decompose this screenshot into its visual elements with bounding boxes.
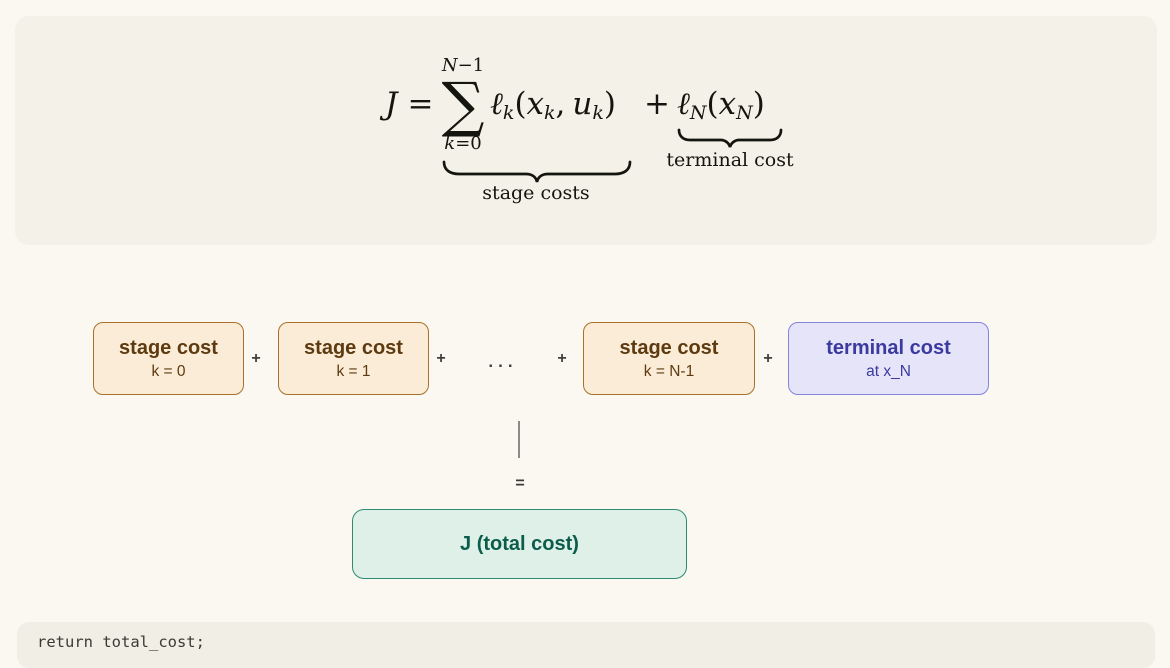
open-paren: (	[514, 86, 527, 122]
plus-sign: +	[251, 350, 261, 367]
plus-operator: +	[644, 86, 670, 122]
subscript-k: k	[502, 102, 515, 124]
formula-equals-sign: =	[407, 86, 434, 122]
terminal-underbrace-icon	[677, 128, 783, 148]
plus-sign: +	[436, 350, 446, 367]
formula-J: J	[385, 86, 398, 122]
plus-sign: +	[557, 350, 567, 367]
connector-line	[518, 421, 520, 458]
open-paren: (	[706, 86, 719, 122]
ell-symbol: ℓ	[490, 86, 503, 122]
sum-lower-rest: =0	[455, 133, 482, 154]
sigma-icon: ∑	[441, 70, 485, 140]
sum-upper-rest: −1	[457, 55, 485, 76]
box-title: stage cost	[619, 336, 719, 359]
var-x: x	[526, 86, 545, 122]
comma: ,	[555, 86, 566, 122]
box-subtitle: k = N-1	[643, 362, 695, 380]
box-title: terminal cost	[826, 336, 951, 359]
stage-cost-term: ℓk(xk, uk)	[490, 86, 616, 131]
ellipsis: ...	[488, 352, 518, 371]
ell-symbol: ℓ	[677, 86, 690, 122]
sum-upper-var: N	[441, 55, 458, 76]
terminal-cost-term: ℓN(xN)	[677, 86, 765, 131]
var-u: u	[572, 86, 593, 122]
box-subtitle: k = 1	[336, 362, 371, 380]
subscript-k: k	[592, 102, 604, 124]
box-title: stage cost	[304, 336, 403, 359]
close-paren: )	[603, 86, 616, 122]
plus-sign: +	[763, 350, 773, 367]
formula-lhs: J =	[385, 86, 433, 122]
box-subtitle: at x_N	[866, 362, 911, 380]
subscript-k: k	[544, 102, 556, 124]
subscript-N: N	[689, 102, 707, 124]
stage-cost-box-k0: stage cost k = 0	[93, 322, 244, 395]
equals-sign: =	[515, 475, 525, 492]
stage-costs-label: stage costs	[482, 182, 590, 204]
total-cost-label: J (total cost)	[460, 532, 579, 555]
total-cost-box: J (total cost)	[352, 509, 687, 579]
terminal-cost-label: terminal cost	[666, 149, 794, 171]
stage-underbrace-icon	[442, 160, 632, 183]
box-title: stage cost	[119, 336, 218, 359]
formula-panel: J = N−1 ∑ k=0 ℓk(xk, uk) + ℓN(xN) stage co…	[15, 16, 1157, 245]
terminal-cost-box: terminal cost at x_N	[788, 322, 989, 395]
sum-lower-var: k	[444, 133, 456, 154]
code-text: return total_cost;	[37, 633, 205, 651]
stage-cost-box-k1: stage cost k = 1	[278, 322, 429, 395]
sum-lower-limit: k=0	[444, 134, 481, 154]
sum-upper-limit: N−1	[442, 56, 484, 76]
stage-cost-box-kN1: stage cost k = N-1	[583, 322, 755, 395]
box-subtitle: k = 0	[151, 362, 186, 380]
code-bar: return total_cost;	[17, 622, 1155, 668]
subscript-N: N	[736, 102, 753, 124]
summation: N−1 ∑ k=0	[431, 56, 495, 154]
close-paren: )	[752, 86, 765, 122]
var-x: x	[718, 86, 737, 122]
